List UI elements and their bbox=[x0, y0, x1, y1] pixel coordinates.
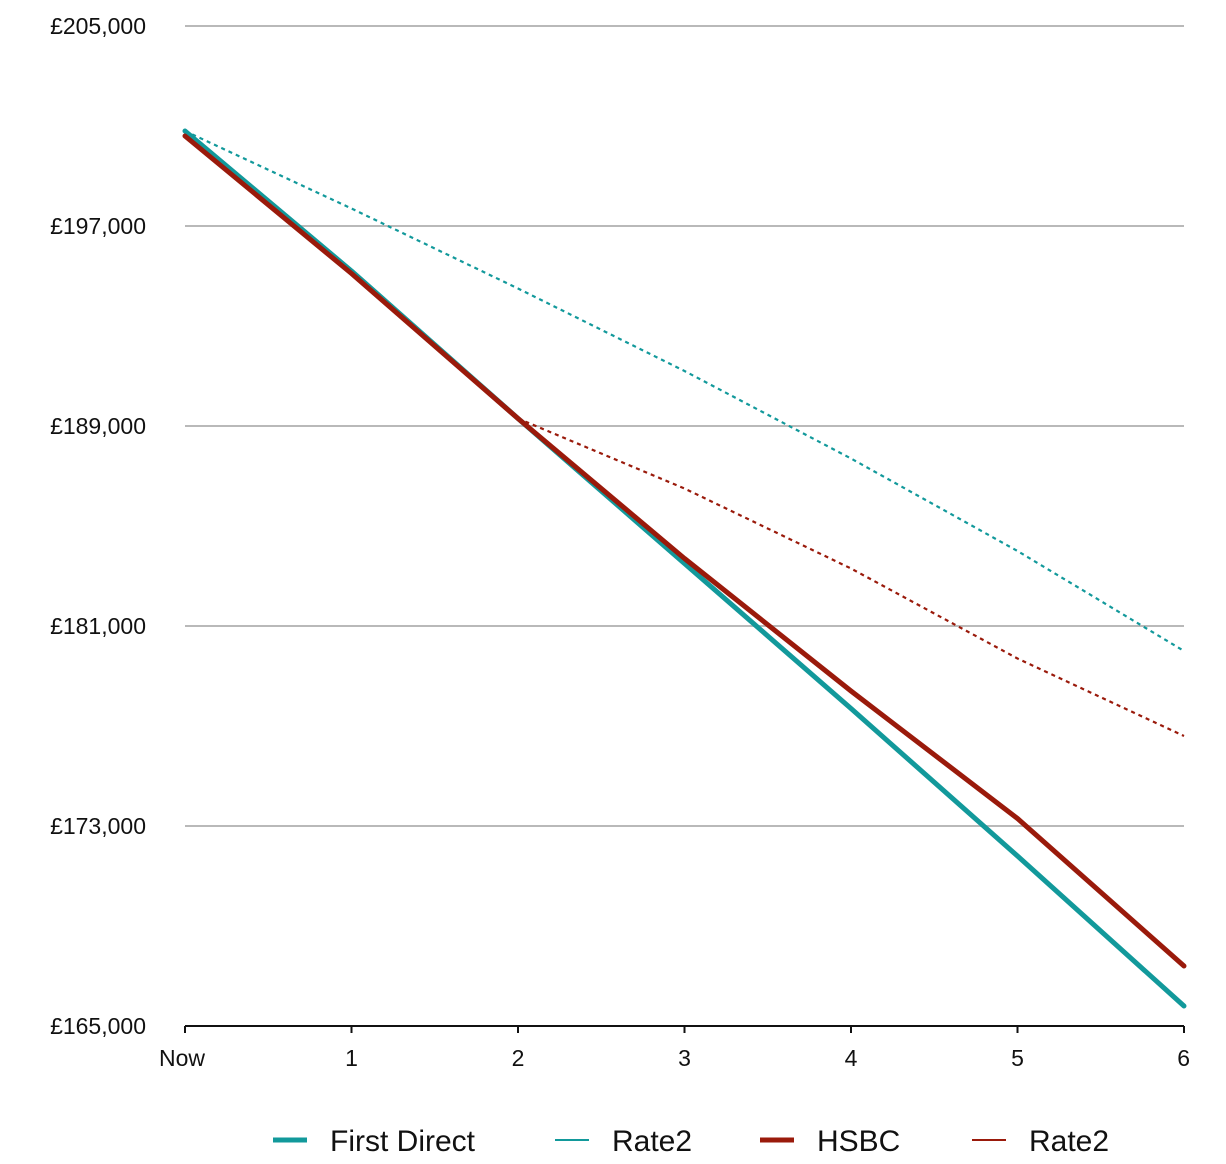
y-tick-label: £189,000 bbox=[50, 413, 146, 439]
x-tick-label: 3 bbox=[678, 1045, 691, 1071]
series-layer bbox=[182, 128, 1187, 1009]
y-tick-label: £173,000 bbox=[50, 813, 146, 839]
x-tick-label: 6 bbox=[1177, 1045, 1190, 1071]
y-axis-labels: £205,000 £197,000 £189,000 £181,000 £173,000… bbox=[50, 13, 146, 1039]
series-line-1 bbox=[184, 130, 1185, 652]
y-tick-label: £205,000 bbox=[50, 13, 146, 39]
legend-label-0: First Direct bbox=[330, 1125, 476, 1158]
legend-label-2: HSBC bbox=[817, 1125, 900, 1158]
x-tick-label: 1 bbox=[345, 1045, 358, 1071]
x-tick-label: Now bbox=[159, 1045, 205, 1071]
legend: First Direct Rate2 HSBC Rate2 bbox=[273, 1125, 1109, 1158]
x-tick-label: 4 bbox=[845, 1045, 858, 1071]
grid-layer bbox=[185, 25, 1184, 827]
legend-label-3: Rate2 bbox=[1029, 1125, 1109, 1158]
y-tick-label: £197,000 bbox=[50, 213, 146, 239]
y-tick-label: £165,000 bbox=[50, 1013, 146, 1039]
legend-label-1: Rate2 bbox=[612, 1125, 692, 1158]
x-tick-label: 2 bbox=[512, 1045, 525, 1071]
x-tick-label: 5 bbox=[1011, 1045, 1024, 1071]
y-tick-label: £181,000 bbox=[50, 613, 146, 639]
series-line-2 bbox=[182, 133, 1187, 969]
x-axis: Now 1 2 3 4 5 6 bbox=[159, 1025, 1190, 1071]
series-line-3 bbox=[517, 417, 1185, 737]
